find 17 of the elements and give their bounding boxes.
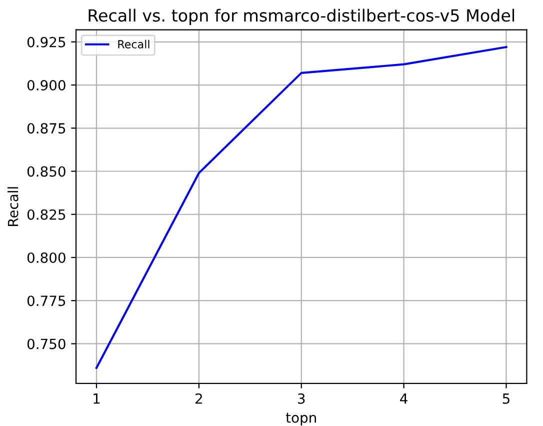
x-tick-label: 5 — [502, 394, 510, 404]
y-tick-label: 0.800 — [27, 252, 66, 263]
legend-label: Recall — [118, 40, 150, 48]
y-tick-label: 0.775 — [27, 296, 66, 306]
x-axis-title: topn — [286, 412, 316, 426]
x-tick-label: 2 — [196, 393, 202, 404]
x-tick-label: 1 — [94, 394, 100, 404]
y-tick-label: 0.750 — [27, 338, 66, 350]
y-tick-label: 0.850 — [27, 166, 66, 177]
chart-title: Recall vs. topn for msmarco-distilbert-cos-v5 Model — [88, 8, 514, 25]
y-tick-label: 0.900 — [27, 80, 66, 90]
x-tick-label: 4 — [400, 394, 408, 404]
y-tick-label: 0.825 — [27, 209, 66, 220]
y-axis-title: Recall — [8, 187, 18, 226]
x-tick-label: 3 — [298, 393, 305, 404]
y-tick-label: 0.875 — [27, 123, 66, 134]
y-tick-label: 0.925 — [27, 36, 66, 48]
